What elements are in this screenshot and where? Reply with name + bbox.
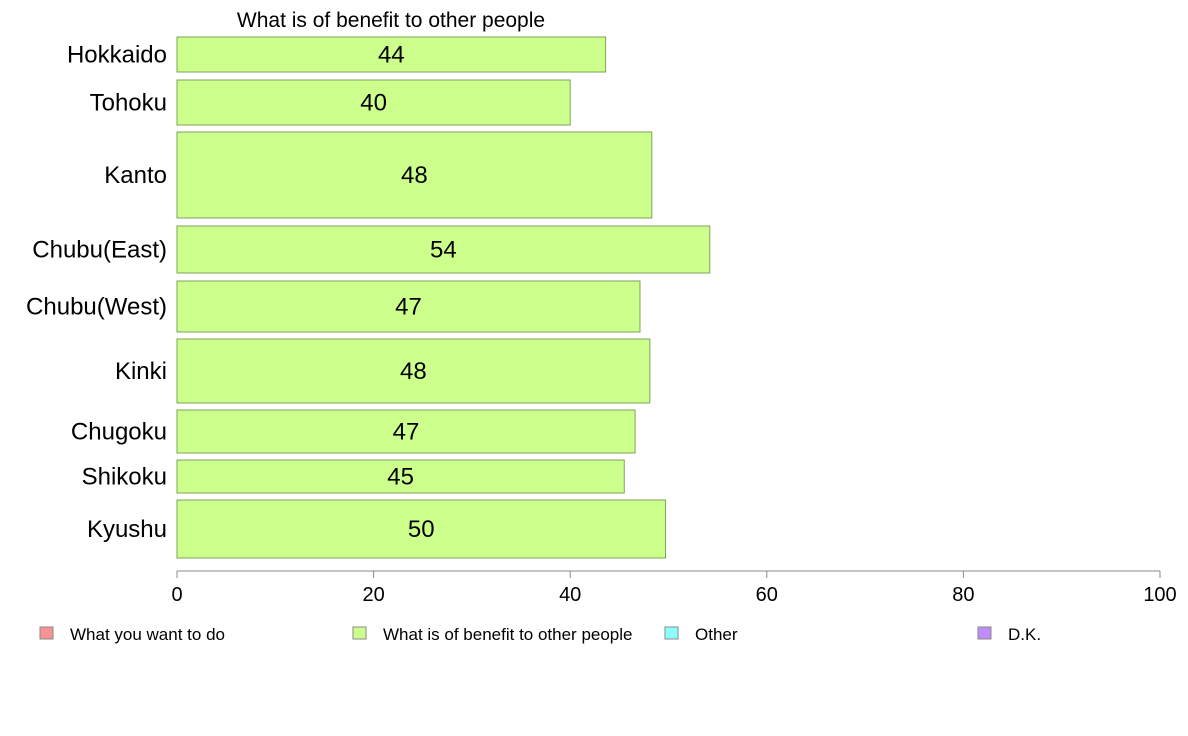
category-label: Kinki: [115, 358, 167, 385]
bar-shikoku: [176, 459, 625, 494]
category-labels: Hokkaido Tohoku Kanto Chubu(East) Chubu(West…: [26, 42, 167, 544]
x-axis: 0 20 40 60 80 100: [171, 570, 1177, 606]
x-tick-label: 100: [1143, 584, 1176, 606]
category-label: Chubu(East): [32, 237, 167, 264]
data-label: 44: [378, 42, 405, 69]
data-label: 48: [400, 358, 427, 385]
category-label: Kyushu: [87, 516, 167, 543]
legend-swatch: [39, 626, 54, 640]
legend-label: What you want to do: [70, 625, 225, 644]
legend: What you want to do What is of benefit to…: [39, 625, 1041, 644]
bar-chubu-west: [176, 280, 641, 333]
bars-group: [176, 36, 711, 559]
data-label: 54: [430, 237, 457, 264]
x-tick-label: 20: [362, 584, 384, 606]
data-label: 47: [393, 419, 420, 446]
legend-swatch: [664, 626, 679, 640]
category-label: Chubu(West): [26, 294, 167, 321]
x-tick-label: 0: [171, 584, 182, 606]
x-tick-label: 40: [559, 584, 581, 606]
chart-title: What is of benefit to other people: [237, 9, 545, 32]
x-tick-label: 60: [756, 584, 778, 606]
category-label: Shikoku: [82, 464, 167, 491]
legend-label: D.K.: [1008, 625, 1041, 644]
data-label: 50: [408, 516, 435, 543]
data-label: 45: [387, 464, 414, 491]
value-labels: 44 40 48 54 47 48 47 45 50: [360, 42, 456, 544]
data-label: 40: [360, 90, 387, 117]
category-label: Hokkaido: [67, 42, 167, 69]
category-label: Kanto: [104, 162, 167, 189]
bar-kinki: [176, 338, 651, 404]
bar-chubu-east: [176, 225, 711, 274]
bar-chugoku: [176, 409, 636, 454]
legend-label: What is of benefit to other people: [383, 625, 633, 644]
bar-hokkaido: [176, 36, 607, 73]
data-label: 48: [401, 162, 428, 189]
x-tick-label: 80: [952, 584, 974, 606]
bar-kanto: [176, 131, 653, 219]
legend-swatch: [977, 626, 992, 640]
legend-label: Other: [695, 625, 738, 644]
category-label: Chugoku: [71, 419, 167, 446]
legend-swatch: [352, 626, 367, 640]
data-label: 47: [395, 294, 422, 321]
bar-kyushu: [176, 499, 667, 559]
bar-tohoku: [176, 79, 571, 126]
category-label: Tohoku: [90, 90, 167, 117]
